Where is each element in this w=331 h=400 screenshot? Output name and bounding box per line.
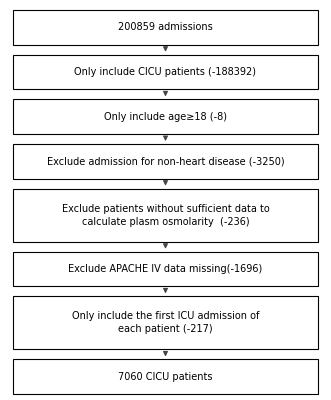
FancyBboxPatch shape [13, 359, 318, 394]
FancyBboxPatch shape [13, 10, 318, 45]
Text: Exclude admission for non-heart disease (-3250): Exclude admission for non-heart disease … [47, 156, 284, 166]
Text: Only include the first ICU admission of
each patient (-217): Only include the first ICU admission of … [72, 312, 259, 334]
Text: Only include age≥18 (-8): Only include age≥18 (-8) [104, 112, 227, 122]
FancyBboxPatch shape [13, 252, 318, 286]
FancyBboxPatch shape [13, 99, 318, 134]
Text: 200859 admissions: 200859 admissions [118, 22, 213, 32]
FancyBboxPatch shape [13, 55, 318, 89]
Text: Only include CICU patients (-188392): Only include CICU patients (-188392) [74, 67, 257, 77]
Text: Exclude APACHE IV data missing(-1696): Exclude APACHE IV data missing(-1696) [69, 264, 262, 274]
FancyBboxPatch shape [13, 189, 318, 242]
FancyBboxPatch shape [13, 144, 318, 178]
Text: 7060 CICU patients: 7060 CICU patients [118, 372, 213, 382]
Text: Exclude patients without sufficient data to
calculate plasm osmolarity  (-236): Exclude patients without sufficient data… [62, 204, 269, 226]
FancyBboxPatch shape [13, 296, 318, 349]
